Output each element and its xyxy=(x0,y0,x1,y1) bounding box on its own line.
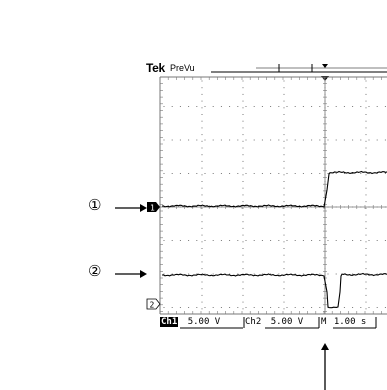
brand-logo: Tek xyxy=(146,61,165,75)
ch1-marker-label: 1 xyxy=(150,204,155,213)
callout-arrow-2 xyxy=(115,270,147,278)
timebase-prefix: M xyxy=(321,317,327,327)
ch1-waveform xyxy=(161,170,387,208)
timebase-readout: M 1.00 s xyxy=(321,317,366,328)
ch1-scale: 5.00 V xyxy=(187,317,221,327)
readout-lines xyxy=(180,317,377,329)
callout-1: ① xyxy=(88,196,102,214)
ch1-ground-marker: 1 xyxy=(147,202,160,213)
record-bar xyxy=(211,64,387,73)
ch2-readout: Ch2 5.00 V xyxy=(245,317,303,328)
ch2-waveform xyxy=(161,272,387,309)
ch1-readout: Ch1 5.00 V xyxy=(160,317,220,328)
callout-2: ② xyxy=(88,262,102,280)
ch2-marker-label: 2 xyxy=(150,301,155,310)
acquisition-mode: PreVu xyxy=(170,63,195,73)
timebase-scale: 1.00 s xyxy=(333,317,367,327)
trigger-point-arrow xyxy=(321,343,329,390)
ch2-ground-marker: 2 xyxy=(146,298,161,310)
ch2-label: Ch2 xyxy=(245,317,262,327)
trigger-position-icon xyxy=(322,64,328,68)
ch1-label: Ch1 xyxy=(160,317,179,327)
callout-arrow-1 xyxy=(115,204,147,212)
ch2-scale: 5.00 V xyxy=(270,317,304,327)
graticule xyxy=(159,76,387,315)
